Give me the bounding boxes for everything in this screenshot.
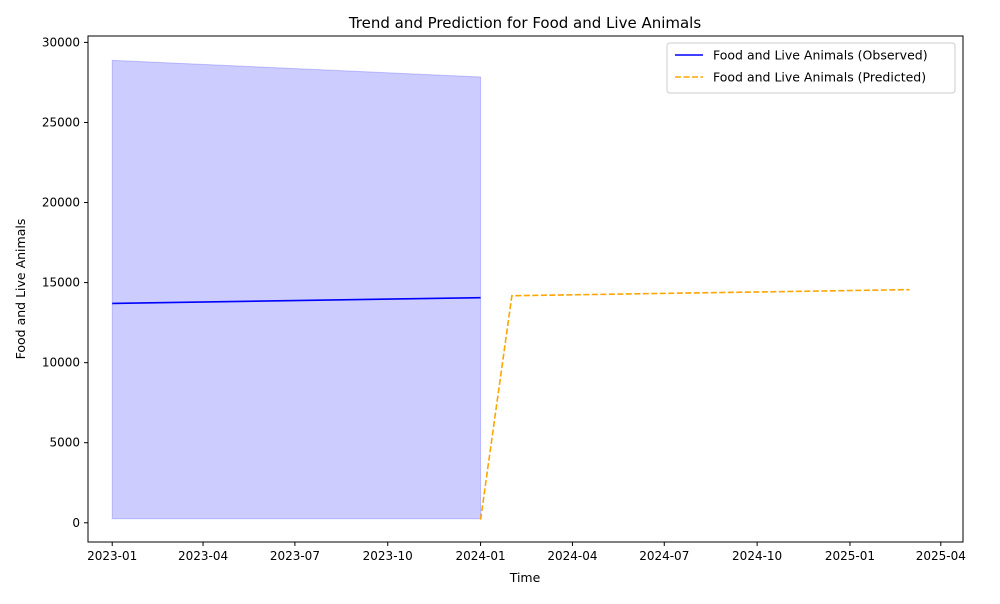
legend-label: Food and Live Animals (Predicted) [713, 70, 926, 85]
x-tick-label: 2023-10 [363, 549, 413, 563]
series-line-predicted [479, 288, 910, 520]
legend-box [666, 42, 956, 94]
y-tick-label: 25000 [42, 115, 80, 129]
x-tick-label: 2023-01 [87, 549, 137, 563]
y-tick-label: 20000 [42, 196, 80, 210]
y-tick-label: 15000 [42, 276, 80, 290]
y-axis-ticks: 0 5000 10000 15000 20000 25000 30000 [42, 35, 88, 530]
x-tick-label: 2024-07 [639, 549, 689, 563]
x-tick-label: 2024-04 [547, 549, 597, 563]
x-tick-label: 2023-07 [270, 549, 320, 563]
x-axis-ticks: 2023-01 2023-04 2023-07 2023-10 2024-01 2024-… [87, 542, 966, 563]
x-tick-label: 2024-10 [732, 549, 782, 563]
y-tick-label: 10000 [42, 356, 80, 370]
x-tick-label: 2025-01 [825, 549, 875, 563]
legend-label: Food and Live Animals (Observed) [713, 48, 928, 63]
plot-area [87, 35, 964, 543]
series-line-observed [112, 296, 481, 305]
chart-title: Trend and Prediction for Food and Live A… [348, 14, 702, 32]
x-tick-label: 2023-04 [178, 549, 228, 563]
y-tick-label: 5000 [49, 436, 80, 450]
y-axis-label: Food and Live Animals [13, 219, 28, 360]
y-tick-label: 30000 [42, 35, 80, 49]
x-tick-label: 2024-01 [456, 549, 506, 563]
plot-frame [87, 35, 964, 543]
confidence-band [111, 59, 482, 520]
legend: Food and Live Animals (Observed) Food and… [666, 42, 956, 94]
x-tick-label: 2025-04 [916, 549, 966, 563]
y-tick-label: 0 [72, 516, 80, 530]
x-axis-label: Time [509, 570, 541, 585]
